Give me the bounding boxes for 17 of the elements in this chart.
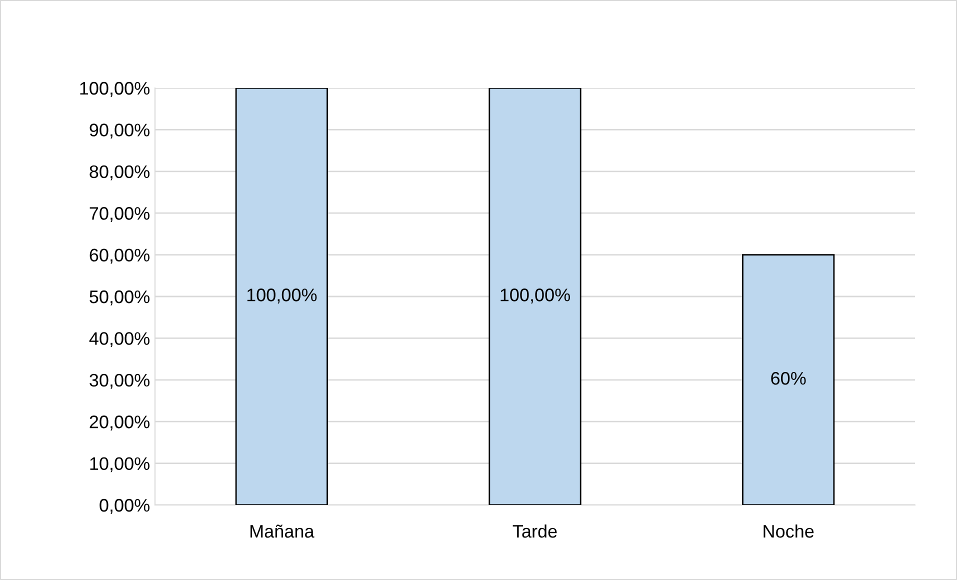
- data-label: 60%: [771, 372, 806, 385]
- data-label: 100,00%: [247, 288, 317, 304]
- y-tick-label: 50,00%: [90, 290, 150, 306]
- x-tick-label: Mañana: [250, 524, 314, 538]
- y-tick-label: 60,00%: [90, 248, 150, 264]
- y-tick-label: 70,00%: [90, 207, 150, 222]
- y-tick-label: 90,00%: [90, 124, 150, 139]
- y-tick-label: 20,00%: [90, 416, 150, 430]
- x-tick-label: Tarde: [512, 524, 557, 538]
- y-tick-label: 40,00%: [89, 332, 150, 348]
- y-tick-label: 30,00%: [90, 374, 150, 389]
- y-tick-label: 10,00%: [90, 457, 150, 472]
- y-tick-label: 80,00%: [90, 165, 150, 180]
- x-tick-label: Noche: [764, 524, 814, 538]
- y-tick-label: 0,00%: [100, 498, 150, 514]
- y-tick-label: 100,00%: [80, 82, 150, 97]
- data-label: 100,00%: [500, 288, 570, 304]
